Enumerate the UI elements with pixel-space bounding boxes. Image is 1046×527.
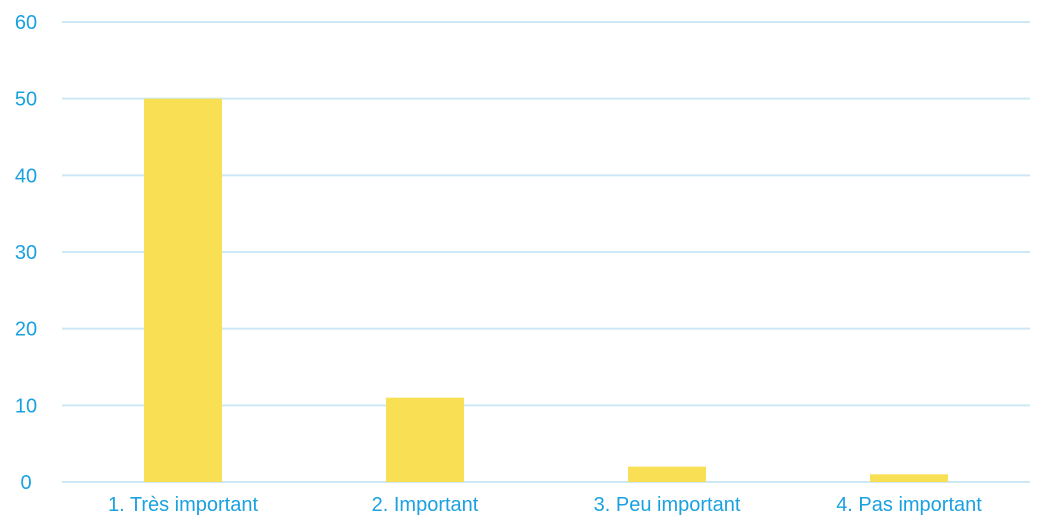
y-axis-ticks: 0 10 20 30 40 50 60 xyxy=(15,12,37,494)
y-tick-label: 40 xyxy=(15,165,37,187)
x-tick-label: 3. Peu important xyxy=(594,494,741,516)
y-tick-label: 60 xyxy=(15,12,37,34)
x-tick-label: 2. Important xyxy=(372,494,479,516)
x-axis-ticks: 1. Très important 2. Important 3. Peu impo… xyxy=(108,494,982,516)
bars xyxy=(144,98,948,483)
y-tick-label: 30 xyxy=(15,242,37,264)
y-tick-label: 20 xyxy=(15,319,37,341)
gridlines xyxy=(62,21,1030,483)
x-tick-label: 1. Très important xyxy=(108,494,259,516)
y-tick-label: 50 xyxy=(15,89,37,111)
bar-3 xyxy=(628,466,706,482)
x-tick-label: 4. Pas important xyxy=(836,494,982,516)
bar-2 xyxy=(386,397,464,482)
y-tick-label: 0 xyxy=(20,472,31,494)
y-tick-label: 10 xyxy=(15,395,37,417)
bar-1 xyxy=(144,98,222,483)
bar-4 xyxy=(870,474,948,482)
